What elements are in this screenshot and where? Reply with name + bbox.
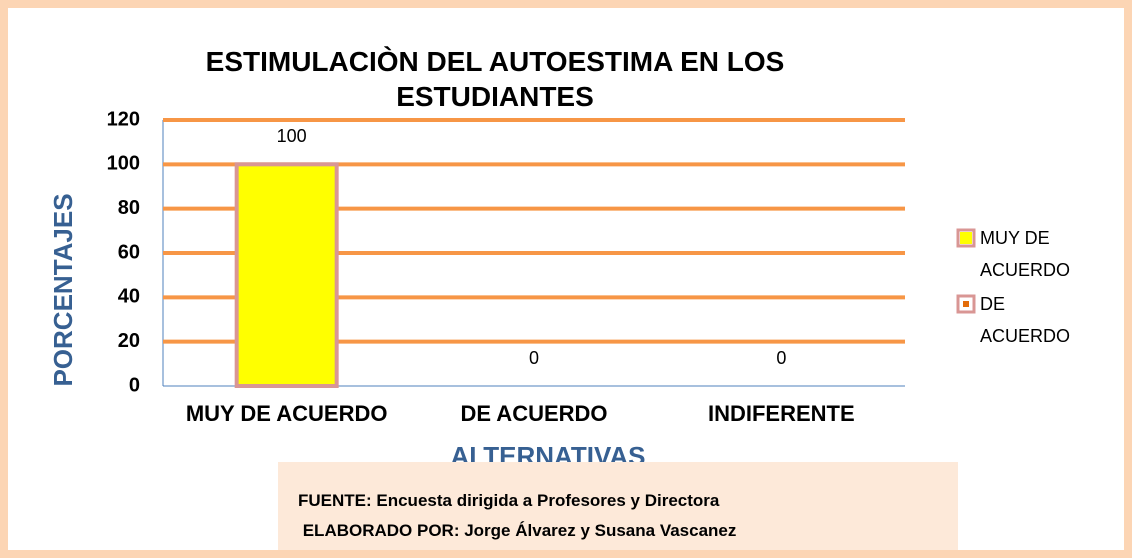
note-author: ELABORADO POR: Jorge Álvarez y Susana Va… (298, 521, 737, 540)
data-label: 100 (277, 126, 307, 146)
note-source: FUENTE: Encuesta dirigida a Profesores y… (298, 491, 720, 510)
x-tick-label: DE ACUERDO (460, 401, 607, 426)
y-tick-label: 20 (118, 330, 140, 352)
y-tick-label: 40 (118, 286, 140, 308)
data-label: 0 (776, 348, 786, 368)
chart-title: ESTIMULACIÒN DEL AUTOESTIMA EN LOS ESTUD… (205, 46, 785, 112)
y-tick-label: 80 (118, 197, 140, 219)
data-label: 0 (529, 348, 539, 368)
y-tick-label: 0 (129, 374, 140, 396)
y-tick-label: 120 (107, 108, 140, 130)
bar (234, 162, 339, 388)
legend-label: MUY DE ACUERDO (980, 228, 1071, 280)
legend-swatch-fill (960, 232, 972, 244)
x-tick-label: MUY DE ACUERDO (186, 401, 388, 426)
legend-swatch-fill (963, 301, 969, 307)
y-axis-label: PORCENTAJES (48, 193, 78, 386)
x-tick-label: INDIFERENTE (708, 401, 855, 426)
y-tick-label: 100 (107, 153, 140, 175)
y-tick-label: 60 (118, 241, 140, 263)
legend-label: DE ACUERDO (980, 294, 1071, 346)
note-box: FUENTE: Encuesta dirigida a Profesores y… (278, 462, 958, 550)
